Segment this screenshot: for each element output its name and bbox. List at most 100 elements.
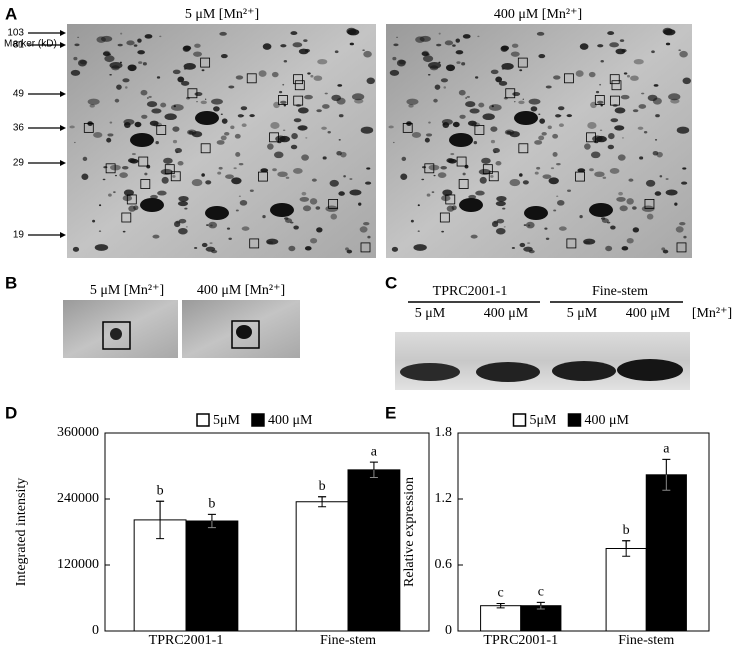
spot — [548, 177, 559, 185]
spot — [544, 227, 548, 230]
significance-label: a — [371, 444, 378, 459]
x-tick-label: TPRC2001-1 — [483, 633, 558, 645]
spot — [258, 70, 267, 77]
spot — [174, 147, 182, 153]
spot — [120, 32, 123, 35]
spot — [525, 221, 535, 229]
spot — [316, 227, 323, 233]
spot — [310, 74, 314, 78]
spot — [69, 125, 75, 129]
spot — [552, 133, 559, 139]
panel-letter: A — [5, 4, 17, 23]
spot — [290, 221, 294, 224]
highlight-box — [575, 171, 585, 182]
spot — [74, 43, 80, 47]
spot — [213, 106, 220, 112]
spot — [411, 132, 422, 138]
highlight-box — [456, 156, 467, 167]
spot — [346, 249, 353, 254]
highlight-box — [482, 164, 493, 175]
spot — [125, 86, 128, 89]
spot — [329, 179, 339, 187]
gel-label: 5 μM [Mn²⁺] — [90, 283, 164, 298]
spot — [347, 28, 360, 36]
spot — [422, 55, 434, 63]
spot — [511, 247, 515, 249]
spot — [343, 175, 346, 178]
spot — [270, 122, 280, 129]
spot — [121, 165, 129, 170]
spot — [408, 104, 414, 108]
y-axis-label: Integrated intensity — [14, 478, 29, 586]
spot — [89, 104, 95, 108]
spot — [236, 325, 252, 339]
spot — [123, 189, 134, 196]
spot — [614, 107, 626, 114]
marker-arrowhead — [60, 232, 66, 238]
spot — [471, 122, 481, 127]
spot — [193, 51, 202, 57]
spot — [311, 178, 317, 182]
spot — [621, 246, 629, 251]
spot — [610, 118, 619, 123]
spot — [178, 227, 188, 235]
spot — [159, 35, 162, 38]
spot — [553, 209, 557, 212]
spot — [127, 64, 137, 72]
spot — [607, 144, 615, 150]
spot — [138, 61, 143, 64]
spot — [676, 126, 690, 134]
spot — [116, 84, 122, 90]
spot — [363, 222, 370, 226]
marker-label: 36 — [13, 123, 25, 134]
highlight-box — [121, 212, 132, 223]
spot — [410, 219, 414, 223]
spot — [668, 93, 681, 101]
spot — [662, 249, 669, 254]
spot — [623, 72, 628, 75]
spot — [653, 84, 659, 87]
spot — [599, 83, 602, 86]
spot — [131, 152, 136, 156]
spot — [272, 168, 277, 172]
spot — [514, 111, 538, 125]
spot — [218, 166, 223, 170]
highlight-box — [328, 199, 339, 209]
spot — [262, 214, 266, 219]
spot — [458, 89, 466, 96]
lane-label: 400 μM — [626, 306, 671, 321]
spot — [391, 246, 399, 252]
bar — [520, 605, 562, 632]
spot — [490, 69, 499, 75]
spot — [119, 61, 122, 64]
spot — [267, 143, 274, 150]
spot — [547, 125, 552, 130]
legend-swatch — [567, 413, 582, 427]
spot — [144, 172, 148, 176]
spot — [478, 102, 485, 108]
spot — [205, 246, 216, 252]
significance-label: b — [623, 523, 630, 538]
bar — [295, 501, 349, 632]
spot — [638, 104, 647, 109]
spot — [228, 85, 235, 89]
spot — [522, 98, 524, 100]
spot — [114, 174, 117, 177]
spot — [429, 65, 439, 71]
y-tick-label: 0 — [92, 623, 99, 638]
spot — [449, 133, 473, 147]
spot — [149, 120, 159, 126]
spot — [665, 189, 678, 196]
spot — [392, 56, 397, 61]
marker-title: Marker (kD) — [4, 39, 57, 50]
spot — [367, 235, 371, 239]
spot — [152, 234, 160, 239]
spot — [442, 189, 453, 196]
spot — [351, 93, 365, 101]
highlight-box — [439, 212, 450, 223]
spot — [234, 133, 241, 139]
spot — [679, 222, 686, 226]
marker-label: 29 — [13, 158, 25, 169]
spot — [421, 51, 429, 56]
spot — [109, 121, 113, 124]
